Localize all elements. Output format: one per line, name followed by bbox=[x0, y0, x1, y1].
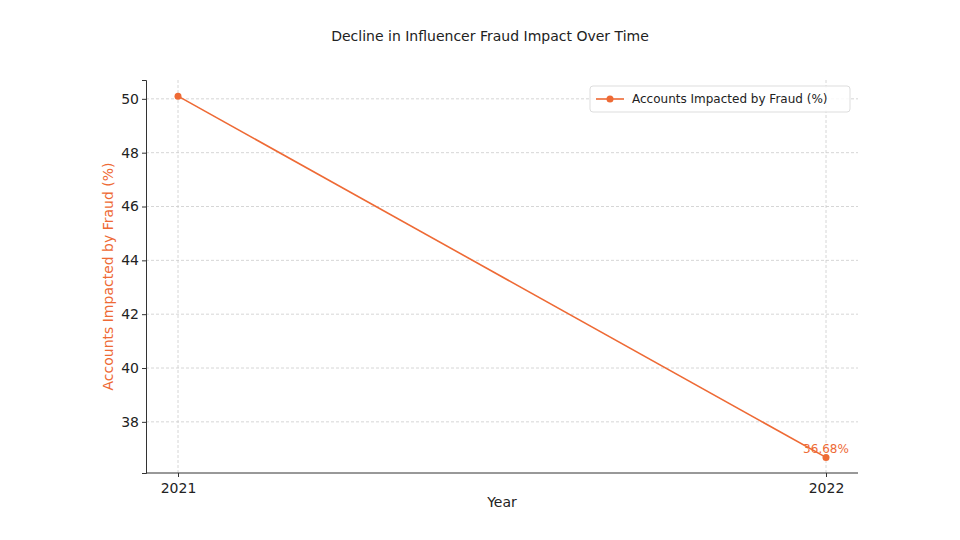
legend: Accounts Impacted by Fraud (%) bbox=[590, 86, 850, 112]
chart: 38 40 42 44 46 48 50 2021 2022 36.68% Decline in I… bbox=[0, 0, 960, 540]
x-tick: 2021 bbox=[161, 473, 197, 496]
y-tick-label: 38 bbox=[121, 414, 139, 430]
y-tick-mark bbox=[142, 422, 146, 423]
x-tick-mark bbox=[826, 473, 827, 477]
y-tick: 50 bbox=[121, 91, 146, 107]
legend-box bbox=[590, 86, 850, 112]
y-tick: 40 bbox=[121, 360, 146, 376]
x-axis-title: Year bbox=[486, 494, 517, 510]
y-axis: 38 40 42 44 46 48 50 bbox=[121, 81, 146, 474]
grid-line bbox=[146, 421, 858, 422]
y-tick: 48 bbox=[121, 145, 146, 161]
y-tick-label: 40 bbox=[121, 360, 139, 376]
y-tick-mark bbox=[142, 153, 146, 154]
x-tick-label: 2021 bbox=[161, 480, 197, 496]
y-tick-mark bbox=[142, 99, 146, 100]
y-axis-line bbox=[142, 81, 147, 474]
point-marker bbox=[175, 93, 182, 100]
grid-line bbox=[146, 260, 858, 261]
grid-line bbox=[178, 80, 179, 473]
legend-marker bbox=[607, 96, 614, 103]
grid-line bbox=[146, 314, 858, 315]
plot-area bbox=[175, 93, 830, 461]
x-tick-mark bbox=[178, 473, 179, 477]
y-tick: 44 bbox=[121, 252, 146, 268]
grid-line bbox=[146, 368, 858, 369]
y-tick-mark bbox=[142, 207, 146, 208]
y-tick-mark bbox=[142, 260, 146, 261]
data-label: 36.68% bbox=[803, 442, 849, 456]
y-axis-title: Accounts Impacted by Fraud (%) bbox=[100, 162, 116, 390]
x-tick: 2022 bbox=[809, 473, 845, 496]
y-tick-mark bbox=[142, 314, 146, 315]
grid-line bbox=[826, 80, 827, 473]
y-tick-label: 50 bbox=[121, 91, 139, 107]
data-labels: 36.68% bbox=[803, 442, 849, 456]
y-tick-label: 48 bbox=[121, 145, 139, 161]
y-tick-label: 42 bbox=[121, 306, 139, 322]
y-tick: 42 bbox=[121, 306, 146, 322]
y-tick: 46 bbox=[121, 198, 146, 214]
grid-line bbox=[146, 152, 858, 153]
y-tick-label: 44 bbox=[121, 252, 139, 268]
y-tick-label: 46 bbox=[121, 198, 139, 214]
y-tick: 38 bbox=[121, 414, 146, 430]
chart-title: Decline in Influencer Fraud Impact Over … bbox=[331, 28, 649, 44]
legend-label: Accounts Impacted by Fraud (%) bbox=[632, 92, 828, 106]
y-tick-mark bbox=[142, 368, 146, 369]
series-line bbox=[178, 96, 826, 457]
x-tick-label: 2022 bbox=[809, 480, 845, 496]
grid bbox=[146, 80, 858, 473]
x-axis-line bbox=[146, 473, 858, 474]
grid-line bbox=[146, 206, 858, 207]
x-axis: 2021 2022 bbox=[146, 473, 858, 496]
